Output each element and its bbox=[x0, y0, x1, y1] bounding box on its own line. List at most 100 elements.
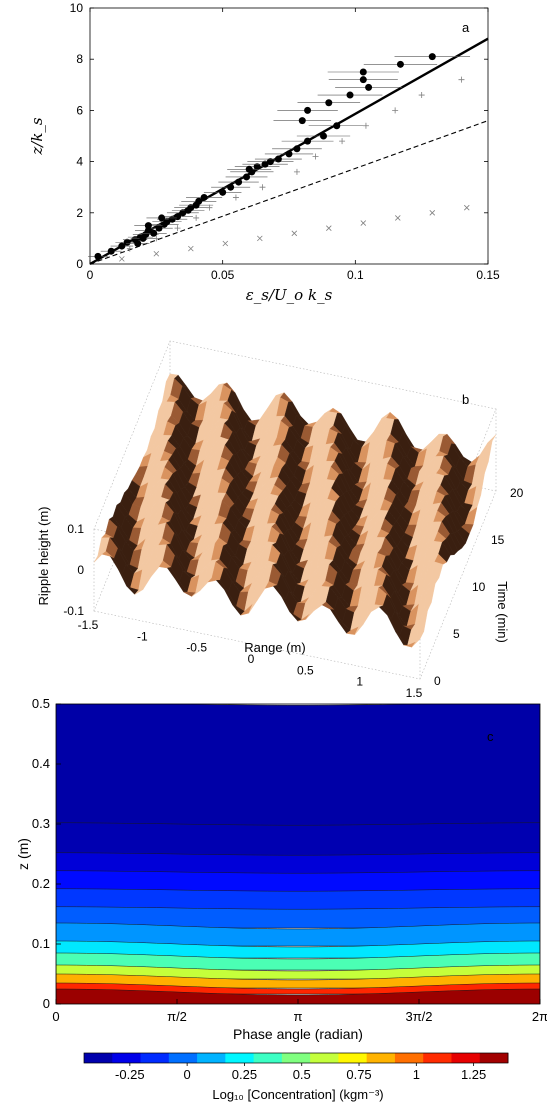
y-tick-label: 2 bbox=[76, 206, 83, 220]
colorbar-tick-label: 1 bbox=[413, 1067, 420, 1082]
colorbar-cell bbox=[112, 1053, 142, 1063]
data-point-x bbox=[360, 220, 367, 226]
x-tick-label: 1.5 bbox=[406, 686, 423, 700]
data-point-plus bbox=[312, 153, 319, 160]
colorbar-cell bbox=[281, 1053, 311, 1063]
data-point-plus bbox=[339, 138, 346, 145]
panel-a-ylabel: z/k_s bbox=[28, 117, 46, 156]
data-point-circle bbox=[227, 183, 235, 191]
data-point-plus bbox=[259, 184, 266, 191]
contour-band bbox=[56, 973, 540, 989]
surface-facet bbox=[411, 631, 424, 648]
colorbar-tick-label: 0.5 bbox=[293, 1067, 311, 1082]
data-point-circle bbox=[243, 173, 251, 181]
data-point-circle bbox=[94, 252, 102, 260]
colorbar-cell bbox=[366, 1053, 396, 1063]
y-tick-label: 5 bbox=[453, 627, 460, 641]
data-point-circle bbox=[359, 68, 367, 76]
fit-line-dashed bbox=[89, 120, 489, 265]
data-point-circle bbox=[123, 238, 131, 246]
data-point-circle bbox=[428, 53, 436, 61]
x-tick-label: π/2 bbox=[167, 1009, 187, 1024]
data-point-circle bbox=[325, 99, 333, 107]
y-tick-label: 0.5 bbox=[32, 696, 50, 711]
data-point-plus bbox=[458, 76, 465, 83]
contour-band bbox=[56, 852, 540, 875]
data-point-x bbox=[222, 240, 229, 247]
data-point-circle bbox=[333, 122, 341, 130]
data-point-circle bbox=[359, 76, 367, 84]
x-tick-label: 0.5 bbox=[297, 663, 314, 677]
contour-band bbox=[56, 906, 540, 929]
contour-band bbox=[56, 704, 540, 827]
colorbar-cell bbox=[84, 1053, 113, 1063]
y-tick-label: 6 bbox=[76, 103, 83, 117]
colorbar-tick-label: 1.25 bbox=[461, 1067, 486, 1082]
colorbar-tick-label: 0.75 bbox=[346, 1067, 371, 1082]
data-point-plus bbox=[153, 235, 160, 242]
y-tick-label: 4 bbox=[76, 155, 83, 169]
z-tick-label: 0 bbox=[77, 563, 84, 577]
panel-c-heatmap: 0 π/2 π 3π/2 2π 0 0.1 0.2 0.3 0.4 0.5 c Phase angl… bbox=[15, 696, 547, 1042]
data-point-x bbox=[463, 204, 470, 211]
colorbar-cell bbox=[168, 1053, 198, 1063]
data-point-circle bbox=[118, 242, 126, 250]
data-point-plus bbox=[362, 122, 369, 129]
colorbar-cell bbox=[140, 1053, 170, 1063]
z-tick-label: 0.1 bbox=[67, 522, 84, 536]
data-point-circle bbox=[245, 165, 253, 173]
data-point-circle bbox=[346, 91, 354, 99]
data-point-x bbox=[257, 235, 263, 242]
data-point-x bbox=[326, 225, 332, 231]
data-point-circle bbox=[235, 178, 243, 186]
x-tick-label: 0 bbox=[87, 268, 94, 282]
contour-band bbox=[56, 888, 540, 911]
y-tick-label: 0.3 bbox=[32, 816, 50, 831]
contour-band bbox=[56, 922, 540, 947]
data-point-x bbox=[119, 256, 125, 262]
data-point-x bbox=[153, 250, 160, 257]
data-point-circle bbox=[266, 158, 274, 166]
data-point-circle bbox=[304, 137, 312, 145]
x-tick-label: -1.5 bbox=[78, 618, 99, 632]
contour-band bbox=[56, 982, 540, 995]
colorbar-cell bbox=[253, 1053, 283, 1063]
panel-b-zlabel: Ripple height (m) bbox=[36, 507, 51, 606]
data-point-circle bbox=[285, 150, 293, 158]
data-point-circle bbox=[174, 213, 182, 221]
data-point-circle bbox=[195, 197, 203, 205]
colorbar-tick-label: 0.25 bbox=[232, 1067, 257, 1082]
data-point-circle bbox=[253, 163, 261, 171]
x-tick-label: 0.05 bbox=[211, 268, 235, 282]
data-point-plus bbox=[126, 245, 133, 252]
colorbar-cell bbox=[394, 1053, 424, 1063]
data-point-plus bbox=[206, 204, 213, 211]
colorbar-tick-label: 0 bbox=[184, 1067, 191, 1082]
data-point-plus bbox=[193, 214, 200, 221]
x-tick-label: -1 bbox=[137, 629, 148, 643]
data-point-circle bbox=[200, 193, 208, 201]
data-point-x bbox=[395, 215, 401, 221]
data-point-circle bbox=[396, 60, 404, 68]
data-point-circle bbox=[261, 160, 269, 168]
panel-b-xlabel: Range (m) bbox=[244, 640, 305, 655]
data-point-circle bbox=[365, 83, 373, 91]
y-tick-label: 15 bbox=[491, 533, 505, 547]
data-point-plus bbox=[392, 107, 399, 114]
data-point-x bbox=[429, 210, 436, 216]
data-point-circle bbox=[155, 224, 163, 232]
y-tick-label: 20 bbox=[510, 486, 524, 500]
colorbar-frame bbox=[83, 1052, 509, 1064]
data-point-circle bbox=[158, 214, 166, 222]
y-tick-label: 0.2 bbox=[32, 876, 50, 891]
data-point-circle bbox=[304, 106, 312, 114]
colorbar-cell bbox=[338, 1053, 368, 1063]
panel-a-frame bbox=[89, 7, 489, 265]
colorbar-tick-label: -0.25 bbox=[115, 1067, 145, 1082]
colorbar-cell bbox=[225, 1053, 255, 1063]
x-tick-label: 3π/2 bbox=[405, 1009, 432, 1024]
x-tick-label: 0.1 bbox=[347, 268, 364, 282]
y-tick-label: 0 bbox=[43, 996, 50, 1011]
data-point-circle bbox=[150, 229, 158, 237]
contour-band bbox=[56, 964, 540, 980]
